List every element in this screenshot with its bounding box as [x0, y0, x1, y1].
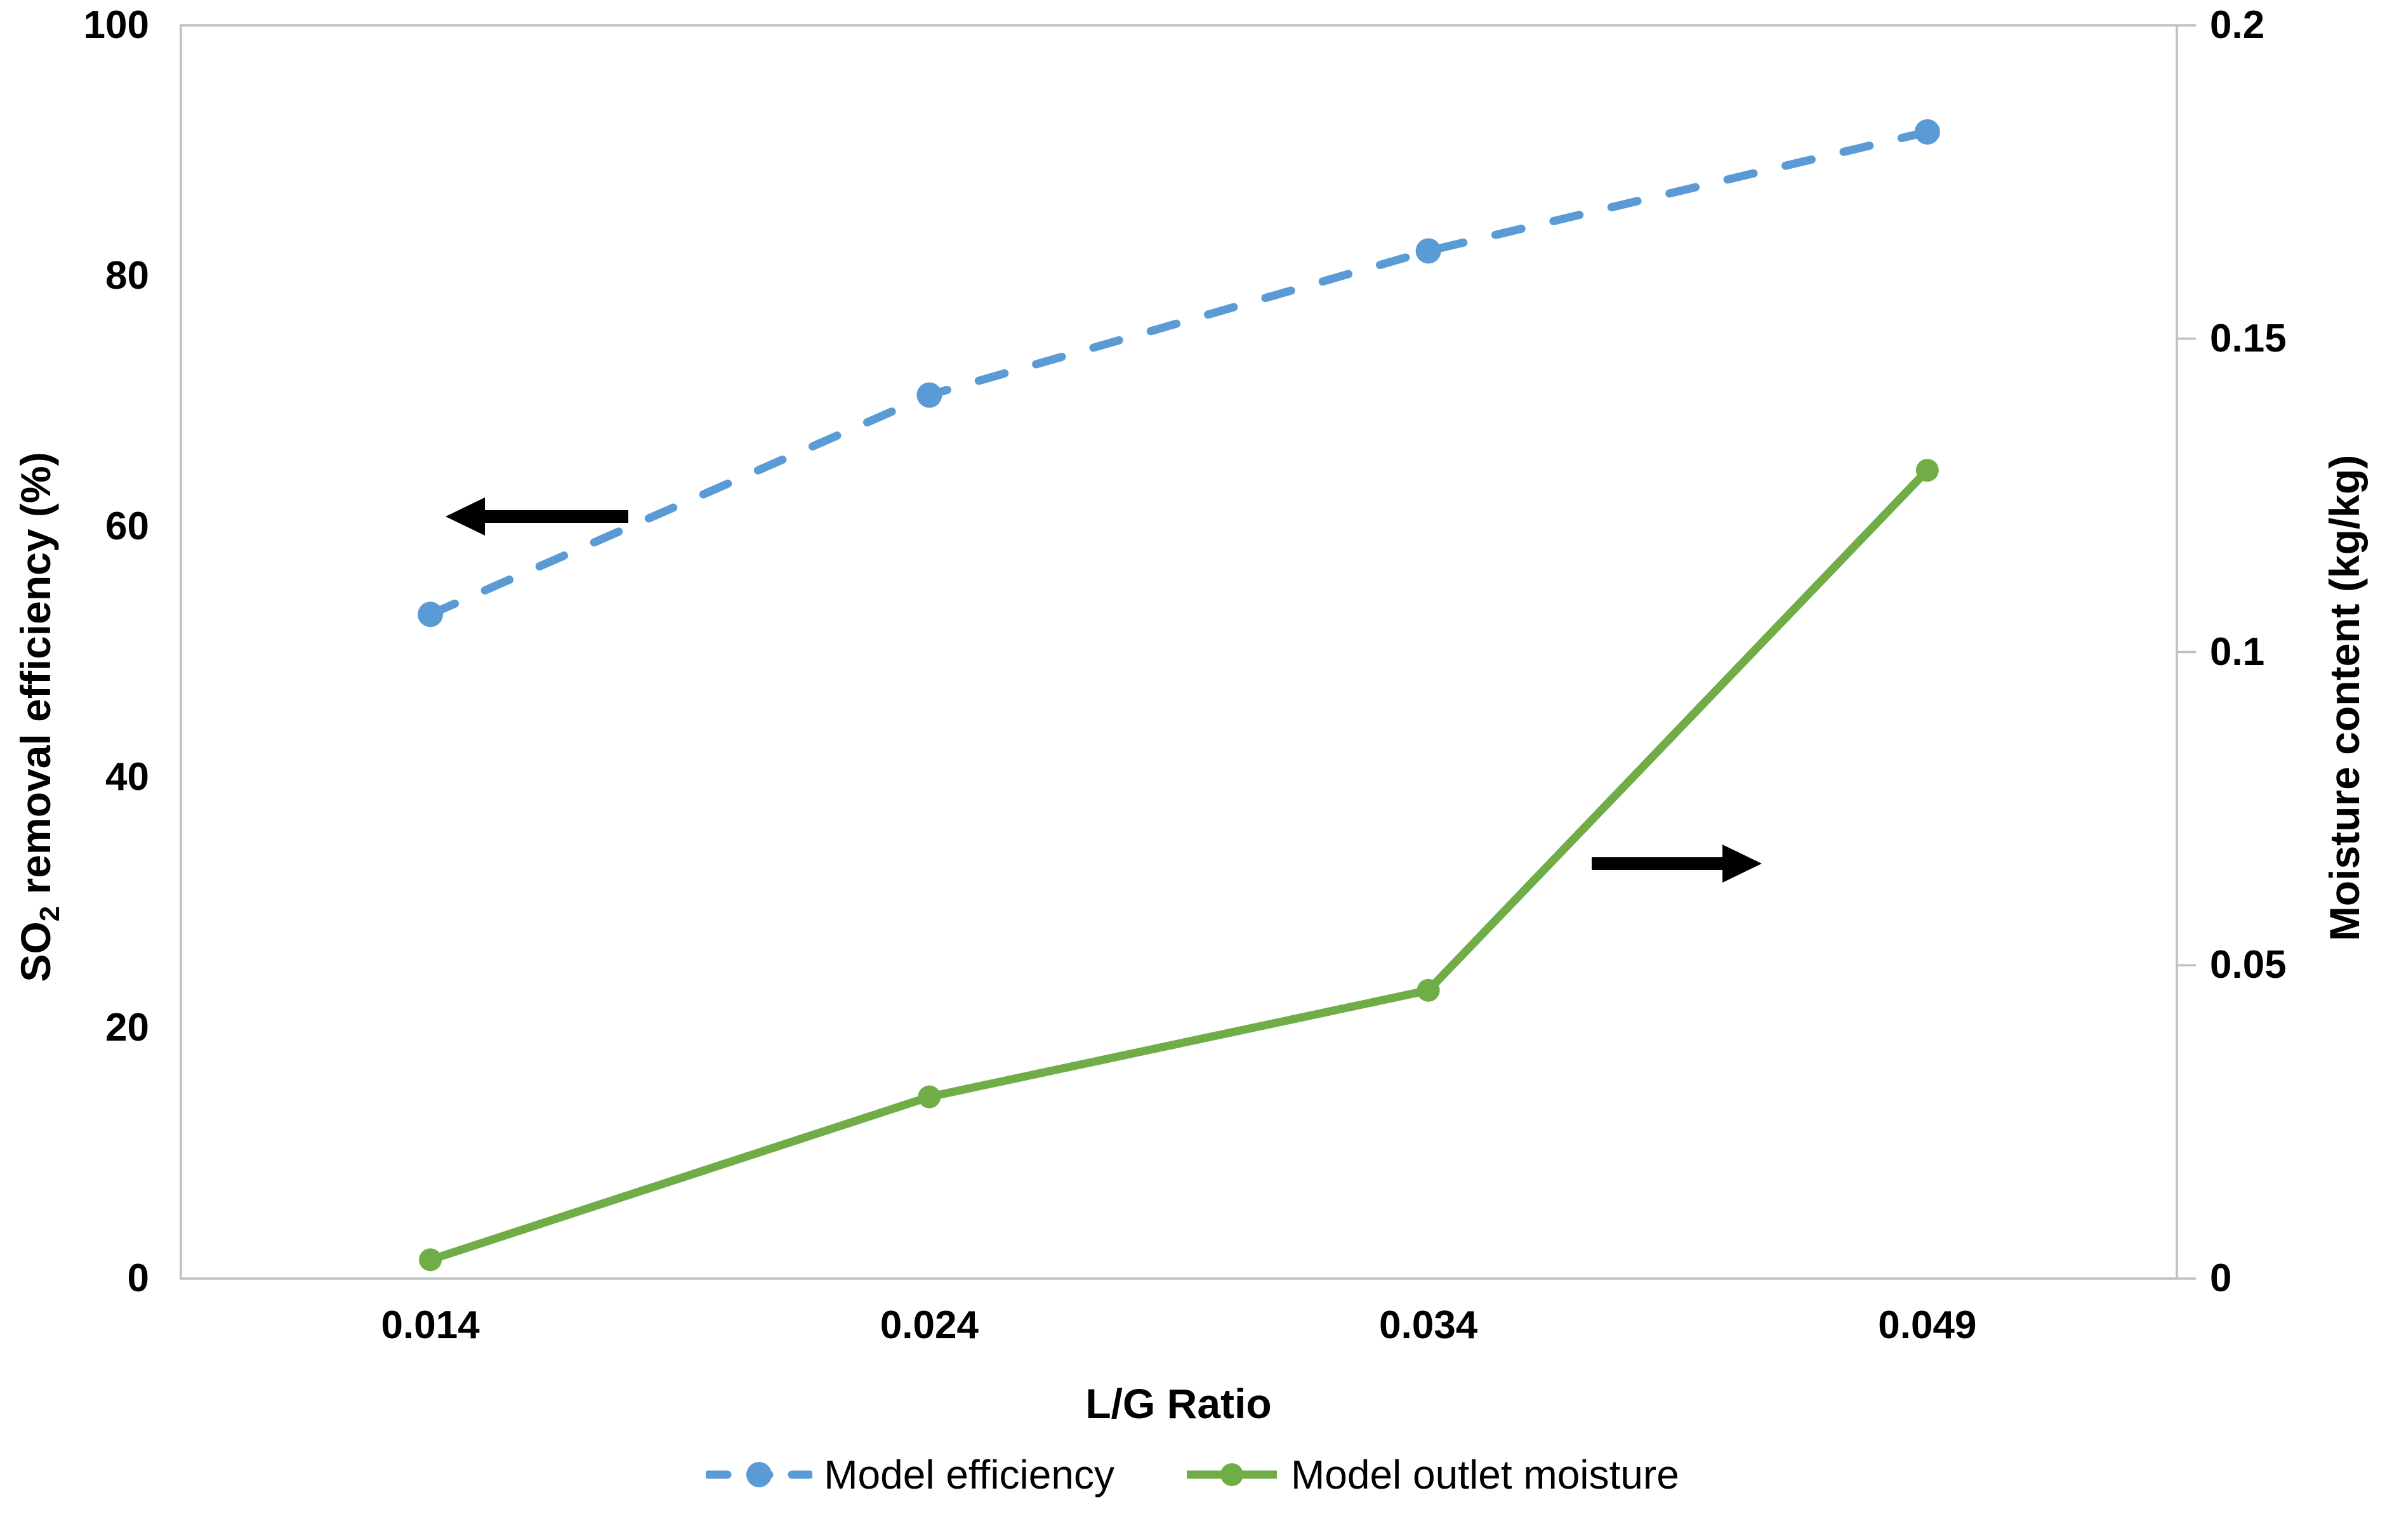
data-point-marker: [1417, 978, 1440, 1002]
legend-label-model-outlet-moisture: Model outlet moisture: [1290, 1452, 1679, 1497]
right-y-tick-label: 0.1: [2210, 629, 2265, 674]
plot-border: [180, 24, 2178, 1280]
left-y-tick-label: 60: [105, 504, 149, 548]
x-axis-title: L/G Ratio: [1085, 1380, 1272, 1427]
left-y-title-rest: removal efficiency (%): [11, 452, 59, 906]
x-tick-label: 0.049: [1878, 1303, 1977, 1347]
data-point-marker: [419, 1248, 442, 1272]
right-y-tick-label: 0.15: [2210, 316, 2287, 360]
right-y-tick-label: 0.2: [2210, 3, 2265, 47]
x-tick-label: 0.024: [880, 1303, 979, 1347]
right-y-tick-label: 0: [2210, 1256, 2232, 1300]
x-tick-label: 0.014: [381, 1303, 480, 1347]
arrow-right-icon: [1592, 845, 1762, 883]
series-line-model-outlet-moisture: [429, 467, 1931, 1264]
x-tick-label: 0.034: [1379, 1303, 1478, 1347]
legend-sample-solid-line-icon: [1186, 1463, 1277, 1486]
data-point-marker: [1415, 238, 1441, 264]
right-y-tick-label: 0.05: [2210, 943, 2287, 987]
left-y-title-main: SO: [11, 921, 59, 982]
legend: Model efficiency Model outlet moisture: [0, 1454, 2385, 1495]
right-y-axis-title: Moisture content (kg/kg): [2321, 454, 2368, 942]
left-y-tick-label: 20: [105, 1006, 149, 1050]
data-point-marker: [916, 382, 942, 408]
data-point-marker: [918, 1085, 941, 1109]
data-point-marker: [1914, 119, 1940, 145]
left-y-title-subscript: 2: [34, 905, 66, 922]
left-y-axis-title: SO2 removal efficiency (%): [11, 452, 66, 982]
left-y-tick-label: 80: [105, 254, 149, 298]
legend-label-model-efficiency: Model efficiency: [824, 1452, 1114, 1497]
left-y-tick-label: 100: [83, 3, 149, 47]
left-y-tick-label: 0: [127, 1256, 149, 1300]
left-y-tick-label: 40: [105, 755, 149, 799]
series-line-model-efficiency: [426, 128, 1932, 619]
legend-item-model-efficiency: Model efficiency: [706, 1454, 1114, 1495]
arrow-left-icon: [446, 497, 628, 536]
legend-sample-dashed-line-icon: [706, 1462, 813, 1487]
legend-item-model-outlet-moisture: Model outlet moisture: [1184, 1454, 1679, 1495]
data-point-marker: [1915, 459, 1939, 482]
data-point-marker: [418, 602, 444, 628]
